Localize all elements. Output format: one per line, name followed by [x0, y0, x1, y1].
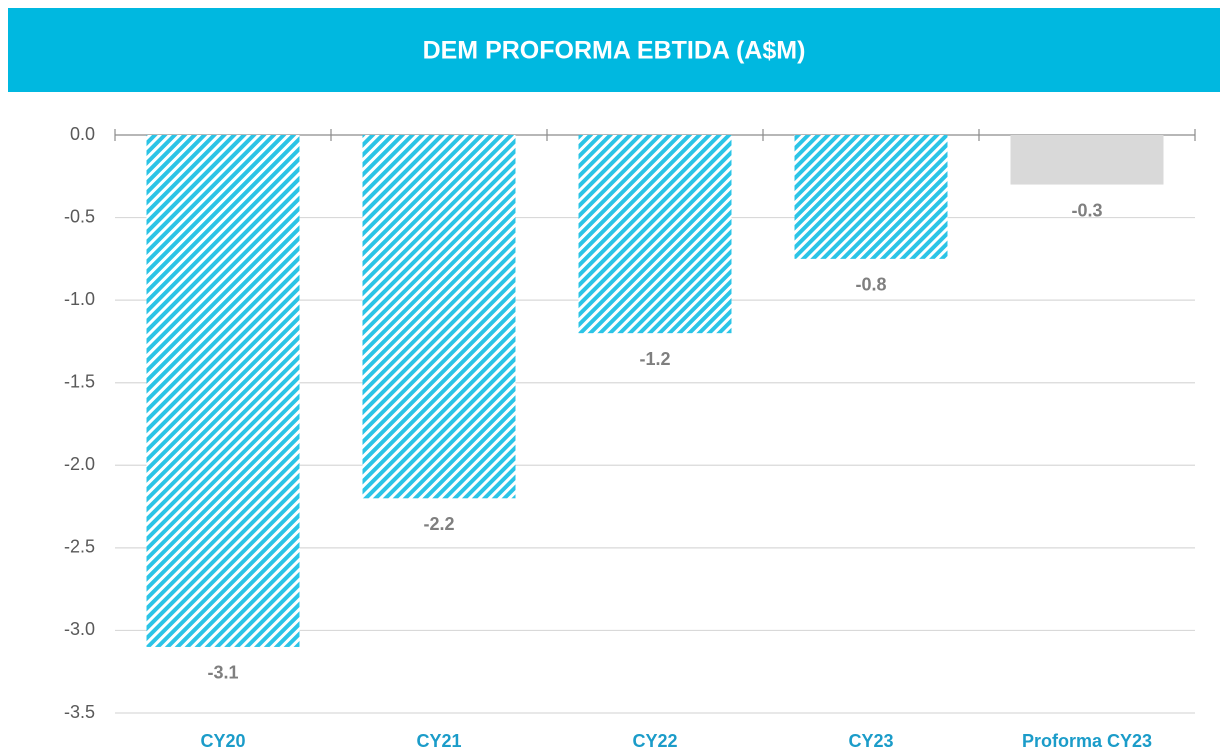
- bar: [794, 135, 948, 259]
- data-label: -3.1: [207, 663, 238, 683]
- y-tick-label: 0.0: [70, 124, 95, 144]
- chart-title: DEM PROFORMA EBTIDA (A$M): [423, 37, 806, 65]
- bar: [362, 135, 516, 499]
- y-tick-label: -3.5: [64, 702, 95, 722]
- bar: [1010, 135, 1164, 185]
- x-tick-label: CY21: [416, 731, 461, 751]
- data-label: -0.3: [1071, 200, 1102, 220]
- y-tick-label: -3.0: [64, 619, 95, 639]
- x-tick-label: CY23: [848, 731, 893, 751]
- y-tick-label: -1.0: [64, 289, 95, 309]
- data-label: -1.2: [639, 349, 670, 369]
- y-tick-label: -0.5: [64, 206, 95, 226]
- data-label: -0.8: [855, 275, 886, 295]
- y-tick-label: -2.5: [64, 537, 95, 557]
- bar: [146, 135, 300, 647]
- y-tick-label: -1.5: [64, 371, 95, 391]
- y-tick-label: -2.0: [64, 454, 95, 474]
- bar: [578, 135, 732, 334]
- title-banner: [8, 8, 1220, 92]
- x-tick-label: Proforma CY23: [1022, 731, 1152, 751]
- x-tick-label: CY22: [632, 731, 677, 751]
- x-tick-label: CY20: [200, 731, 245, 751]
- data-label: -2.2: [423, 514, 454, 534]
